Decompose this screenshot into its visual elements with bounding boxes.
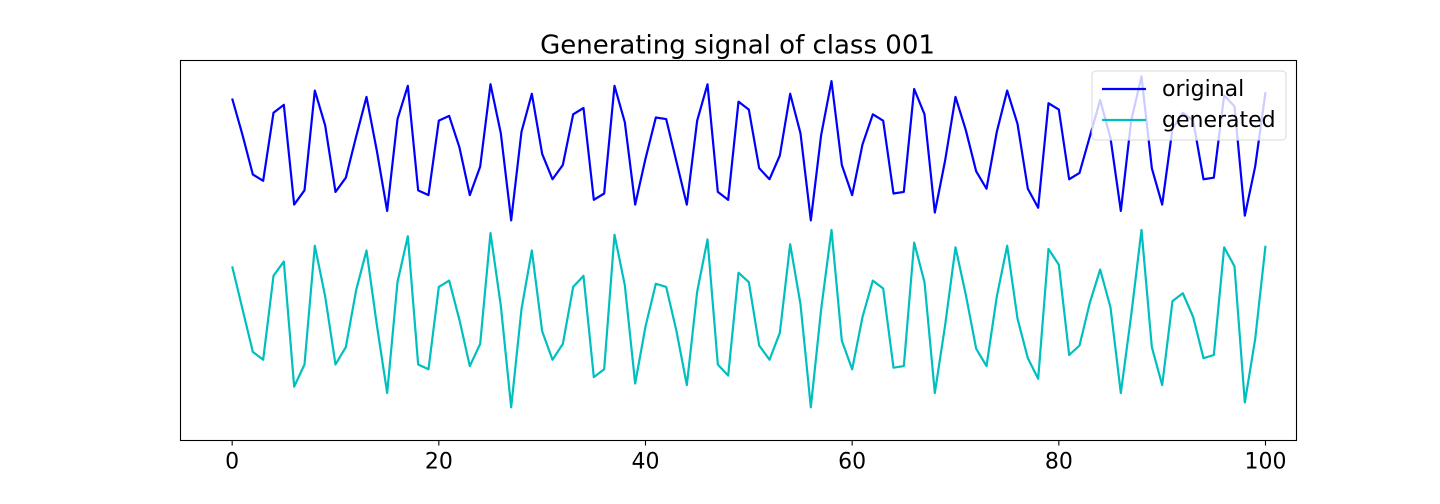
- x-tick-label: 20: [425, 450, 453, 475]
- legend: original generated: [1091, 70, 1287, 141]
- chart-title: Generating signal of class 001: [540, 31, 935, 61]
- x-tick-label: 40: [632, 450, 660, 475]
- x-tick-label: 80: [1045, 450, 1073, 475]
- x-tick-label: 100: [1245, 450, 1287, 475]
- x-tick-label: 60: [838, 450, 866, 475]
- x-axis: 0 20 40 60 80 100: [225, 440, 1287, 475]
- series-line-generated: [231, 228, 1267, 409]
- legend-label-original: original: [1162, 77, 1244, 102]
- axes-frame: [179, 59, 1298, 442]
- x-tick-label: 0: [225, 450, 239, 475]
- legend-label-generated: generated: [1162, 108, 1276, 133]
